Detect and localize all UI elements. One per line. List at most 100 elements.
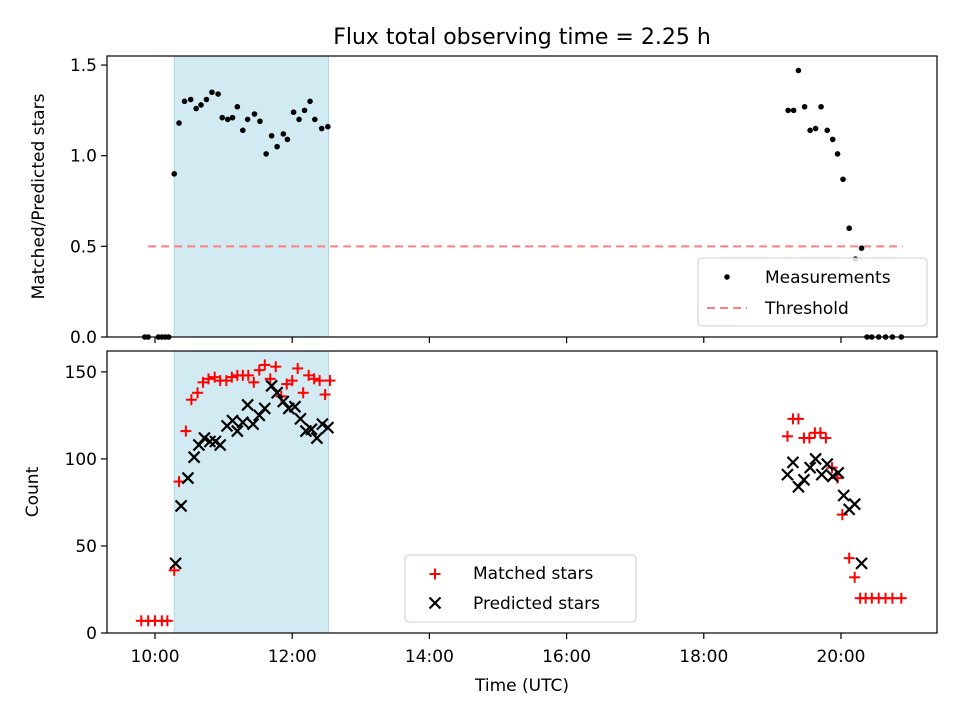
matched-star-point	[792, 413, 804, 425]
cross-stroke-b	[181, 471, 195, 485]
measurement-point	[834, 151, 841, 157]
cross-stroke-b	[288, 400, 302, 413]
cross-stroke-b	[236, 416, 250, 429]
measurement-point	[219, 114, 226, 121]
predicted-star-point	[169, 557, 182, 570]
measurement-point	[812, 125, 819, 132]
matched-star-point	[820, 432, 832, 444]
cross-stroke-b	[428, 596, 442, 610]
y-tick-label: 0.5	[70, 237, 97, 257]
measurement-point	[176, 120, 182, 126]
legend-threshold-label: Threshold	[764, 299, 849, 319]
y-tick-label: 150	[65, 363, 97, 383]
measurement-point	[284, 136, 291, 143]
matched-star-point	[168, 564, 180, 576]
matched-star-point	[248, 376, 260, 388]
y-tick-label: 100	[65, 450, 97, 470]
matched-star-point	[319, 389, 331, 401]
legend-measurements-label: Measurements	[765, 268, 891, 288]
matched-star-point	[226, 371, 238, 383]
x-tick-label: 14:00	[405, 647, 454, 667]
predicted-star-point	[316, 417, 329, 431]
predicted-star-point	[781, 468, 794, 481]
cross-stroke-b	[831, 466, 845, 480]
matched-star-point	[849, 571, 861, 583]
measurement-point	[818, 103, 824, 110]
cross-stroke-b	[316, 417, 329, 431]
measurement-point	[325, 123, 331, 130]
cross-stroke-b	[265, 379, 278, 393]
ratio-y-axis-label: Matched/Predicted stars	[29, 93, 49, 299]
chart-title: Flux total observing time = 2.25 h	[333, 25, 711, 50]
measurement-point	[234, 103, 241, 110]
measurement-point	[251, 111, 258, 117]
cross-stroke-b	[231, 424, 244, 438]
cross-stroke-b	[294, 412, 307, 426]
measurement-point	[318, 125, 325, 132]
measurement-point	[824, 127, 831, 134]
matched-star-point	[781, 430, 793, 442]
ratio-plot-frame	[106, 55, 938, 338]
measurement-point	[257, 118, 263, 125]
ratio-y-axis: 0.0 0.5 1.0 1.5	[70, 56, 107, 348]
observing-window-shade	[173, 55, 330, 338]
y-tick-label: 0.0	[70, 328, 97, 348]
cross-stroke-b	[781, 468, 794, 481]
matched-star-point	[803, 432, 815, 444]
measurement-point	[846, 225, 852, 232]
cross-stroke-b	[305, 423, 318, 436]
predicted-star-point	[837, 489, 850, 502]
y-tick-label: 1.0	[70, 147, 97, 167]
predicted-star-point	[258, 402, 272, 415]
predicted-star-point	[241, 398, 254, 412]
measurement-point	[274, 143, 280, 150]
legend-box	[404, 554, 637, 623]
cross-stroke-b	[815, 468, 829, 481]
predicted-star-point	[305, 423, 318, 436]
x-tick-label: 20:00	[816, 647, 865, 667]
matched-star-point	[843, 552, 855, 564]
x-axis-label: Time (UTC)	[474, 676, 569, 696]
measurement-points	[141, 67, 905, 340]
matched-star-point	[203, 373, 215, 385]
measurement-point	[858, 245, 865, 251]
ratio-panel: 0.0 0.5 1.0 1.5 Matched/Predicted stars Mea…	[29, 55, 938, 348]
cross-stroke-b	[198, 431, 211, 445]
x-tick-label: 16:00	[542, 647, 591, 667]
matched-star-point	[161, 615, 173, 627]
matched-star-point	[836, 509, 848, 521]
predicted-star-point	[203, 435, 217, 448]
cross-stroke-b	[187, 450, 201, 464]
legend-measurements-marker	[724, 274, 730, 280]
cross-stroke-b	[213, 438, 227, 452]
measurement-point	[215, 91, 221, 97]
predicted-star-point	[786, 456, 800, 469]
x-tick-label: 12:00	[268, 647, 317, 667]
predicted-star-point	[848, 497, 861, 511]
predicted-star-point	[174, 499, 188, 513]
predicted-star-point	[797, 473, 811, 487]
ratio-legend: Measurements Threshold	[697, 257, 928, 327]
cross-stroke-b	[174, 499, 188, 513]
measurement-point	[181, 98, 188, 105]
predicted-star-point	[288, 400, 302, 413]
matched-star-point	[242, 369, 254, 381]
cross-stroke-b	[258, 402, 272, 415]
legend-predicted-marker	[428, 596, 442, 610]
matched-star-point	[264, 373, 276, 385]
cross-stroke-b	[203, 435, 217, 448]
cross-stroke-b	[270, 386, 284, 400]
measurement-point	[290, 109, 297, 115]
measurement-point	[171, 171, 178, 177]
count-y-axis-label: Count	[23, 466, 43, 517]
measurement-point	[203, 96, 210, 103]
cross-stroke-b	[803, 461, 817, 474]
y-tick-label: 1.5	[70, 56, 97, 76]
matched-star-point	[895, 592, 907, 604]
cross-stroke-b	[241, 398, 254, 412]
count-points	[135, 359, 907, 627]
predicted-star-point	[855, 557, 868, 570]
measurement-point	[240, 127, 246, 134]
cross-stroke-b	[848, 497, 861, 511]
predicted-star-point	[321, 421, 335, 434]
